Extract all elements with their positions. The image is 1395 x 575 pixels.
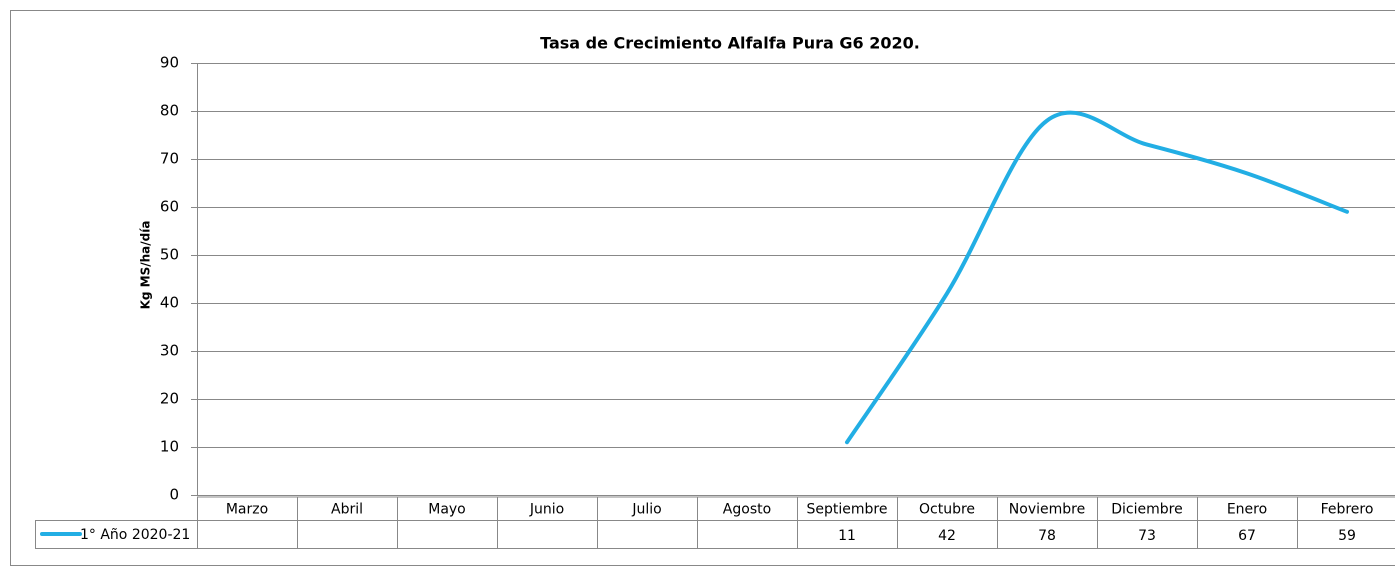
x-tick-label: Septiembre [807, 502, 888, 518]
y-tick-label: 70 [160, 150, 179, 168]
x-tick-label: Febrero [1321, 502, 1374, 518]
table-value: 42 [938, 528, 956, 544]
x-tick-label: Octubre [919, 502, 975, 518]
x-tick-label: Noviembre [1009, 502, 1085, 518]
table-value: 78 [1038, 528, 1056, 544]
x-tick-label: Enero [1227, 502, 1267, 518]
legend-label: 1° Año 2020-21 [80, 527, 190, 543]
x-tick-label: Diciembre [1111, 502, 1182, 518]
chart-frame [10, 10, 1395, 566]
y-tick-label: 80 [160, 102, 179, 120]
x-tick-label: Julio [631, 502, 661, 518]
y-tick-label: 40 [160, 294, 179, 312]
x-tick-label: Abril [331, 502, 363, 518]
x-tick-label: Marzo [226, 502, 268, 518]
y-tick-label: 90 [160, 54, 179, 72]
table-value: 11 [838, 528, 856, 544]
table-value: 73 [1138, 528, 1156, 544]
x-tick-label: Agosto [723, 502, 771, 518]
y-axis-label: Kg MS/ha/día [139, 221, 153, 310]
y-tick-label: 50 [160, 246, 179, 264]
series-line [845, 110, 1349, 445]
table-value: 67 [1238, 528, 1256, 544]
x-tick-label: Mayo [428, 502, 466, 518]
y-tick-label: 10 [160, 438, 179, 456]
y-tick-label: 30 [160, 342, 179, 360]
x-tick-label: Junio [529, 502, 564, 518]
y-tick-label: 20 [160, 390, 179, 408]
table-value: 59 [1338, 528, 1356, 544]
y-tick-label: 0 [169, 486, 179, 504]
chart-title: Tasa de Crecimiento Alfalfa Pura G6 2020… [540, 34, 920, 53]
y-tick-label: 60 [160, 198, 179, 216]
